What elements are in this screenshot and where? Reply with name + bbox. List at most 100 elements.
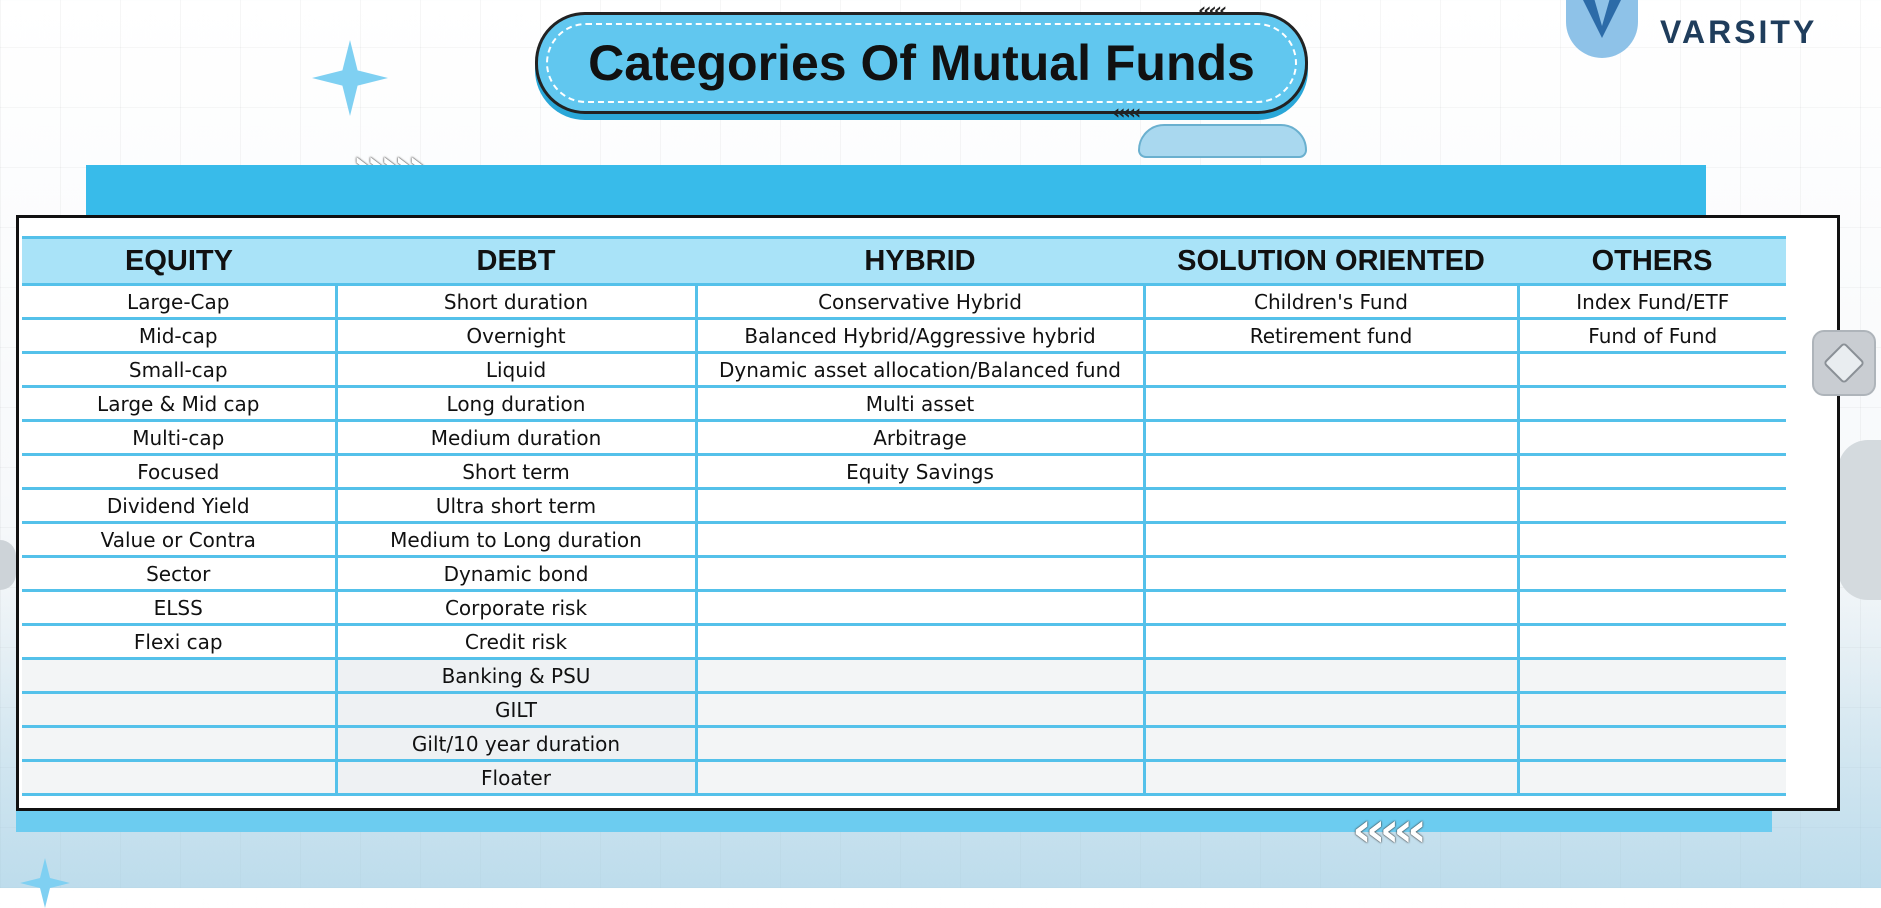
table-row: Gilt/10 year duration <box>22 726 1786 762</box>
cell-solution-oriented <box>1142 556 1518 592</box>
cell-others <box>1516 760 1786 796</box>
decorative-shape <box>0 540 16 590</box>
cell-equity: ELSS <box>22 590 336 626</box>
cell-hybrid <box>694 726 1144 762</box>
table-row: GILT <box>22 692 1786 728</box>
column-header-equity: EQUITY <box>22 236 336 286</box>
cell-equity: Mid-cap <box>22 318 336 354</box>
chevrons-left-icon: ‹‹‹‹‹ <box>1352 802 1427 858</box>
cell-others <box>1516 454 1786 490</box>
cell-equity <box>22 658 336 694</box>
table-row: Large & Mid cap Long duration Multi asset <box>22 386 1786 422</box>
cell-hybrid <box>694 590 1144 626</box>
table-row: Focused Short term Equity Savings <box>22 454 1786 490</box>
cell-hybrid: Multi asset <box>694 386 1144 422</box>
cell-solution-oriented <box>1142 726 1518 762</box>
accent-band <box>86 165 1706 215</box>
cell-debt: Gilt/10 year duration <box>334 726 696 762</box>
cell-debt: Long duration <box>334 386 696 422</box>
decorative-shape <box>1838 440 1881 600</box>
cell-equity: Multi-cap <box>22 420 336 456</box>
cell-equity: Large-Cap <box>22 284 336 320</box>
cell-equity: Focused <box>22 454 336 490</box>
cell-hybrid <box>694 522 1144 558</box>
table-row: Large-Cap Short duration Conservative Hybr… <box>22 284 1786 320</box>
cell-equity: Value or Contra <box>22 522 336 558</box>
cell-solution-oriented <box>1142 624 1518 660</box>
cell-debt: Credit risk <box>334 624 696 660</box>
table-row: Sector Dynamic bond <box>22 556 1786 592</box>
table-row: Dividend Yield Ultra short term <box>22 488 1786 524</box>
cell-hybrid: Balanced Hybrid/Aggressive hybrid <box>694 318 1144 354</box>
cell-hybrid <box>694 556 1144 592</box>
fund-categories-table: EQUITY DEBT HYBRID SOLUTION ORIENTED OTH… <box>22 236 1786 796</box>
column-header-solution-oriented: SOLUTION ORIENTED <box>1144 236 1518 286</box>
cell-solution-oriented <box>1142 488 1518 524</box>
cell-solution-oriented <box>1142 590 1518 626</box>
table-row: Banking & PSU <box>22 658 1786 694</box>
cell-equity <box>22 726 336 762</box>
cell-equity: Small-cap <box>22 352 336 388</box>
table-row: ELSS Corporate risk <box>22 590 1786 626</box>
cell-solution-oriented <box>1142 658 1518 694</box>
cell-solution-oriented: Children's Fund <box>1142 284 1518 320</box>
cell-debt: Floater <box>334 760 696 796</box>
cell-debt: GILT <box>334 692 696 728</box>
cell-debt: Overnight <box>334 318 696 354</box>
page-title: Categories Of Mutual Funds <box>588 35 1255 91</box>
cell-solution-oriented <box>1142 522 1518 558</box>
cell-solution-oriented <box>1142 420 1518 456</box>
cell-others <box>1516 522 1786 558</box>
cell-hybrid <box>694 624 1144 660</box>
table-row: Flexi cap Credit risk <box>22 624 1786 660</box>
cell-equity: Dividend Yield <box>22 488 336 524</box>
cell-others <box>1516 624 1786 660</box>
cell-equity: Flexi cap <box>22 624 336 660</box>
cell-debt: Ultra short term <box>334 488 696 524</box>
cell-others <box>1516 692 1786 728</box>
cell-hybrid <box>694 658 1144 694</box>
cell-others: Index Fund/ETF <box>1516 284 1786 320</box>
cell-debt: Medium to Long duration <box>334 522 696 558</box>
pencil-icon <box>1822 341 1866 385</box>
table-header-row: EQUITY DEBT HYBRID SOLUTION ORIENTED OTH… <box>22 236 1786 286</box>
cell-debt: Medium duration <box>334 420 696 456</box>
cell-solution-oriented <box>1142 386 1518 422</box>
cell-hybrid <box>694 760 1144 796</box>
cell-others <box>1516 658 1786 694</box>
cell-others <box>1516 386 1786 422</box>
edit-tool-button[interactable] <box>1812 330 1876 396</box>
cell-equity <box>22 692 336 728</box>
column-header-hybrid: HYBRID <box>696 236 1144 286</box>
table-row: Floater <box>22 760 1786 796</box>
cell-debt: Corporate risk <box>334 590 696 626</box>
cell-hybrid: Arbitrage <box>694 420 1144 456</box>
cell-hybrid: Dynamic asset allocation/Balanced fund <box>694 352 1144 388</box>
cell-hybrid <box>694 692 1144 728</box>
cell-hybrid: Conservative Hybrid <box>694 284 1144 320</box>
cell-equity <box>22 760 336 796</box>
cell-debt: Short duration <box>334 284 696 320</box>
cell-others <box>1516 726 1786 762</box>
cell-solution-oriented <box>1142 692 1518 728</box>
table-row: Small-cap Liquid Dynamic asset allocation/… <box>22 352 1786 388</box>
cell-solution-oriented <box>1142 454 1518 490</box>
cell-others <box>1516 556 1786 592</box>
cell-debt: Banking & PSU <box>334 658 696 694</box>
varsity-v-shield-icon <box>1566 0 1638 58</box>
cell-others <box>1516 590 1786 626</box>
cell-hybrid: Equity Savings <box>694 454 1144 490</box>
title-banner: Categories Of Mutual Funds <box>535 12 1308 114</box>
cell-others: Fund of Fund <box>1516 318 1786 354</box>
logo-text: VARSITY <box>1660 14 1818 50</box>
cell-solution-oriented: Retirement fund <box>1142 318 1518 354</box>
table-row: Mid-cap Overnight Balanced Hybrid/Aggressi… <box>22 318 1786 354</box>
cell-solution-oriented <box>1142 760 1518 796</box>
cell-others <box>1516 420 1786 456</box>
cell-debt: Short term <box>334 454 696 490</box>
cell-hybrid <box>694 488 1144 524</box>
cell-debt: Liquid <box>334 352 696 388</box>
cell-solution-oriented <box>1142 352 1518 388</box>
cell-others <box>1516 352 1786 388</box>
chevrons-left-icon: ‹‹‹‹‹ <box>1112 100 1141 124</box>
